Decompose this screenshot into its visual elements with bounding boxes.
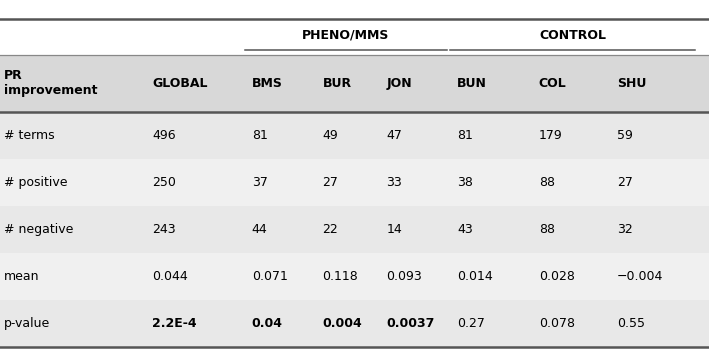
Text: SHU: SHU: [617, 77, 646, 90]
Text: 27: 27: [323, 176, 338, 189]
Text: 250: 250: [152, 176, 177, 189]
Text: 43: 43: [457, 223, 473, 236]
Text: 0.27: 0.27: [457, 317, 485, 330]
Text: 81: 81: [457, 129, 473, 142]
Text: 22: 22: [323, 223, 338, 236]
Text: 38: 38: [457, 176, 473, 189]
Bar: [0, 206, 709, 253]
Text: 32: 32: [617, 223, 632, 236]
Text: −0.004: −0.004: [617, 270, 663, 283]
Text: BUR: BUR: [323, 77, 352, 90]
Bar: [0, 112, 709, 159]
Text: 33: 33: [386, 176, 402, 189]
Bar: [0, 300, 709, 347]
Text: BUN: BUN: [457, 77, 487, 90]
Text: 0.014: 0.014: [457, 270, 493, 283]
Text: BMS: BMS: [252, 77, 283, 90]
Text: 47: 47: [386, 129, 402, 142]
Text: 27: 27: [617, 176, 632, 189]
Text: 49: 49: [323, 129, 338, 142]
Text: 0.0037: 0.0037: [386, 317, 435, 330]
Bar: [0, 55, 709, 112]
Bar: [0, 19, 709, 55]
Text: 179: 179: [539, 129, 562, 142]
Text: mean: mean: [4, 270, 39, 283]
Text: 0.044: 0.044: [152, 270, 188, 283]
Bar: [0, 159, 709, 206]
Text: 496: 496: [152, 129, 176, 142]
Text: PHENO/MMS: PHENO/MMS: [302, 29, 389, 42]
Text: COL: COL: [539, 77, 566, 90]
Text: 44: 44: [252, 223, 267, 236]
Text: 0.55: 0.55: [617, 317, 644, 330]
Text: 0.078: 0.078: [539, 317, 575, 330]
Text: 59: 59: [617, 129, 632, 142]
Text: 0.04: 0.04: [252, 317, 283, 330]
Text: 88: 88: [539, 223, 555, 236]
Text: 0.071: 0.071: [252, 270, 288, 283]
Text: 0.118: 0.118: [323, 270, 358, 283]
Text: 2.2E-4: 2.2E-4: [152, 317, 197, 330]
Text: 88: 88: [539, 176, 555, 189]
Text: 37: 37: [252, 176, 267, 189]
Text: 14: 14: [386, 223, 402, 236]
Text: 0.093: 0.093: [386, 270, 422, 283]
Bar: [0, 253, 709, 300]
Text: JON: JON: [386, 77, 412, 90]
Text: PR
improvement: PR improvement: [4, 69, 97, 97]
Text: p-value: p-value: [4, 317, 50, 330]
Text: 243: 243: [152, 223, 176, 236]
Text: 0.004: 0.004: [323, 317, 362, 330]
Text: # terms: # terms: [4, 129, 54, 142]
Text: CONTROL: CONTROL: [539, 29, 606, 42]
Text: 0.028: 0.028: [539, 270, 575, 283]
Text: 81: 81: [252, 129, 267, 142]
Text: # positive: # positive: [4, 176, 67, 189]
Text: # negative: # negative: [4, 223, 73, 236]
Text: GLOBAL: GLOBAL: [152, 77, 208, 90]
